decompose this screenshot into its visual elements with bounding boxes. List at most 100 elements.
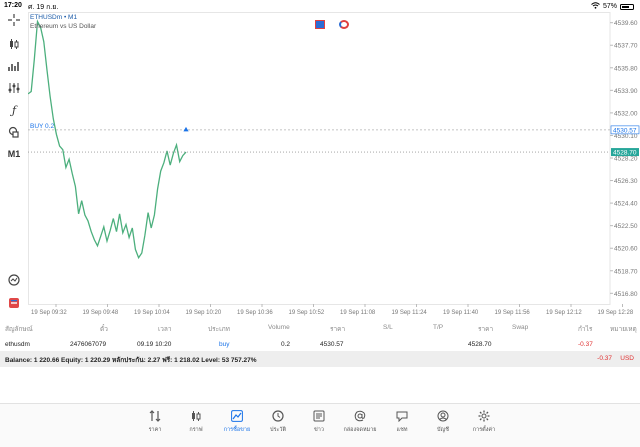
indicators-icon[interactable] xyxy=(4,58,24,74)
crosshair-icon[interactable] xyxy=(4,12,24,28)
y-tick-label: 4524.40 xyxy=(614,201,638,208)
x-tick-label: 19 Sep 09:48 xyxy=(83,310,119,316)
balance-summary: Balance: 1 220.66 Equity: 1 220.29 หลักป… xyxy=(5,357,257,364)
x-tick-label: 19 Sep 12:12 xyxy=(546,310,582,316)
nav-mailbox-label: กล่องจดหมาย xyxy=(343,427,377,433)
x-tick-label: 19 Sep 11:40 xyxy=(443,310,479,316)
y-tick-label: 4516.80 xyxy=(614,291,638,298)
status-indicators: 57% xyxy=(591,2,634,11)
price-series-line xyxy=(28,19,187,260)
y-tick-label: 4532.00 xyxy=(614,110,638,117)
history-icon xyxy=(258,409,298,423)
bottom-navigation: ราคา กราฟ การซื้อขาย ประวัติ ข่าว กล่องจ… xyxy=(0,403,640,447)
timeframe-button[interactable]: M1 xyxy=(7,149,21,159)
x-tick-label: 19 Sep 11:24 xyxy=(392,310,428,316)
nav-chart[interactable]: กราฟ xyxy=(176,409,216,434)
header-comment: หมายเหตุ xyxy=(610,326,637,333)
header-ticket: ตั๋ว xyxy=(100,326,108,333)
account-currency: USD xyxy=(620,355,634,362)
y-tick-label: 4526.30 xyxy=(614,178,638,185)
current-price-tag-text: 4528.70 xyxy=(613,150,637,157)
function-icon[interactable]: ƒ xyxy=(11,103,17,117)
x-tick-label: 19 Sep 10:36 xyxy=(237,310,273,316)
x-tick-label: 19 Sep 11:56 xyxy=(495,310,531,316)
y-tick-label: 4539.60 xyxy=(614,20,638,27)
candlestick-icon[interactable] xyxy=(4,36,24,52)
buy-marker xyxy=(183,126,189,132)
status-bar: 17:20 ศ. 19 ก.ย. 57% xyxy=(0,0,640,12)
chart-icon xyxy=(176,409,216,423)
y-tick-label: 4518.70 xyxy=(614,268,638,275)
objects-icon[interactable] xyxy=(4,80,24,96)
chart-toggles xyxy=(315,20,349,29)
nav-settings-label: การตั้งค่า xyxy=(472,427,496,433)
y-tick-label: 4537.70 xyxy=(614,43,638,50)
row-time: 09.19 10:20 xyxy=(137,341,172,348)
y-tick-label: 4535.80 xyxy=(614,65,638,72)
chat-icon xyxy=(382,409,422,423)
order-price-tag-text: 4530.57 xyxy=(613,127,637,134)
x-tick-label: 19 Sep 12:28 xyxy=(598,310,634,316)
y-tick-label: 4528.20 xyxy=(614,156,638,163)
battery-percent: 57% xyxy=(602,3,617,10)
header-cur-price: ราคา xyxy=(478,326,494,333)
y-tick-label: 4522.50 xyxy=(614,223,638,230)
x-tick-label: 19 Sep 10:20 xyxy=(186,310,222,316)
shapes-icon[interactable] xyxy=(4,124,24,140)
x-tick-label: 19 Sep 10:52 xyxy=(289,310,325,316)
x-tick-label: 19 Sep 10:04 xyxy=(134,310,170,316)
nav-chat-label: แชท xyxy=(396,427,408,433)
header-price: ราคา xyxy=(330,326,346,333)
depth-toggle-icon[interactable] xyxy=(339,20,349,29)
row-type: buy xyxy=(219,341,230,348)
order-price-tag xyxy=(610,125,640,135)
trade-icon xyxy=(217,409,257,423)
status-time: 17:20 xyxy=(4,2,22,9)
header-symbol: สัญลักษณ์ xyxy=(5,326,33,333)
balance-bar: Balance: 1 220.66 Equity: 1 220.29 หลักป… xyxy=(0,351,640,367)
y-tick-label: 4530.10 xyxy=(614,133,638,140)
y-tick-label: 4533.90 xyxy=(614,88,638,95)
one-click-trading-icon[interactable] xyxy=(4,272,24,288)
chart-description: Ethereum vs US Dollar xyxy=(30,23,97,30)
chart-panel[interactable]: 4539.60 4537.70 4535.80 4533.90 4532.00 4530.… xyxy=(28,12,640,317)
x-tick-label: 19 Sep 11:08 xyxy=(340,310,376,316)
nav-quotes-label: ราคา xyxy=(148,427,162,433)
trade-levels-toggle-icon[interactable] xyxy=(315,20,325,29)
order-level-label: BUY 0.2 xyxy=(30,123,54,130)
nav-settings[interactable]: การตั้งค่า xyxy=(464,409,504,434)
nav-account[interactable]: บัญชี xyxy=(423,409,463,434)
x-tick-label: 19 Sep 09:32 xyxy=(31,310,67,316)
row-cur-price: 4528.70 xyxy=(468,341,492,348)
current-price-tag xyxy=(611,148,639,157)
header-volume: Volume xyxy=(268,324,290,331)
wifi-icon xyxy=(591,2,600,11)
market-watch-icon[interactable] xyxy=(4,295,24,311)
nav-chat[interactable]: แชท xyxy=(382,409,422,434)
nav-chart-label: กราฟ xyxy=(189,427,203,433)
nav-trade[interactable]: การซื้อขาย xyxy=(217,409,257,434)
news-icon xyxy=(299,409,339,423)
mailbox-icon xyxy=(340,409,380,423)
nav-history[interactable]: ประวัติ xyxy=(258,409,298,434)
positions-header: สัญลักษณ์ ตั๋ว เวลา ประเภท Volume ราคา S… xyxy=(0,322,640,334)
table-row[interactable]: ethusdm 2476067079 09.19 10:20 buy 0.2 4… xyxy=(0,339,640,351)
price-chart[interactable]: 4539.60 4537.70 4535.80 4533.90 4532.00 4530.… xyxy=(28,12,640,317)
plot-frame xyxy=(28,12,611,305)
nav-mailbox[interactable]: กล่องจดหมาย xyxy=(340,409,380,434)
battery-icon xyxy=(620,3,634,10)
settings-icon xyxy=(464,409,504,423)
header-sl: S/L xyxy=(383,324,393,331)
chart-symbol: ETHUSDm • M1 xyxy=(30,14,78,21)
nav-news[interactable]: ข่าว xyxy=(299,409,339,434)
row-volume: 0.2 xyxy=(281,341,291,348)
status-date: ศ. 19 ก.ย. xyxy=(28,4,59,11)
header-type: ประเภท xyxy=(208,326,230,333)
row-profit: -0.37 xyxy=(578,341,593,348)
y-tick-label: 4520.60 xyxy=(614,246,638,253)
row-ticket: 2476067079 xyxy=(70,341,107,348)
nav-quotes[interactable]: ราคา xyxy=(135,409,175,434)
nav-news-label: ข่าว xyxy=(314,427,324,433)
chart-toolbar: ƒ M1 xyxy=(0,12,28,312)
header-swap: Swap xyxy=(512,324,529,331)
